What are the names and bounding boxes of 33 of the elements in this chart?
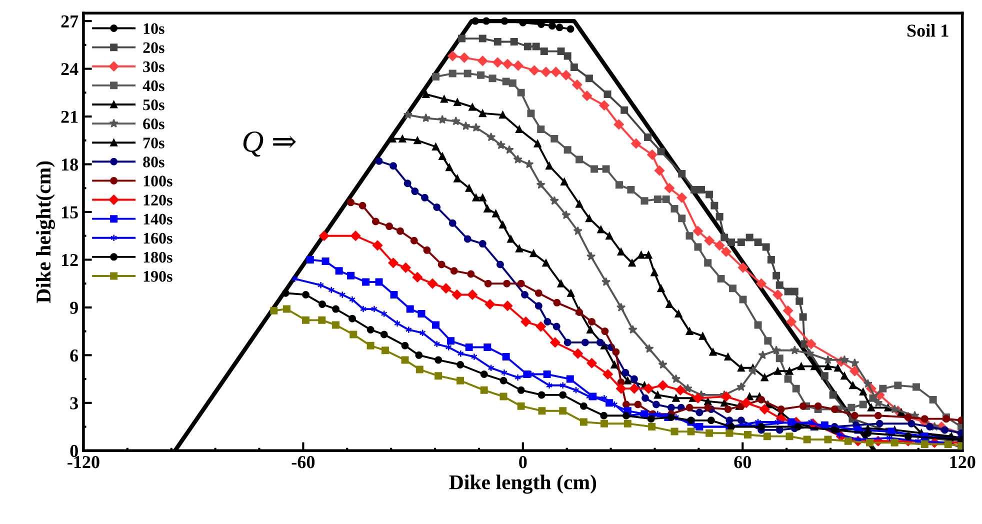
y-tick-label: 27 bbox=[61, 15, 78, 28]
y-axis-title: Dike height(cm) bbox=[36, 161, 55, 303]
y-tick-label: 0 bbox=[70, 444, 78, 458]
x-tick-label: -60 bbox=[292, 456, 315, 468]
legend-label: 80s bbox=[143, 156, 164, 168]
legend-label: 140s bbox=[144, 214, 172, 225]
legend-label: 50s bbox=[143, 99, 164, 110]
legend-label: 70s bbox=[143, 138, 164, 148]
y-tick-label: 9 bbox=[70, 302, 78, 314]
y-tick-label: 18 bbox=[62, 158, 78, 171]
y-tick-label: 21 bbox=[61, 110, 78, 123]
legend-label: 100s bbox=[144, 176, 172, 186]
annotation: Q ⇒ bbox=[243, 131, 296, 157]
y-tick-label: 24 bbox=[61, 63, 78, 76]
y-tick-label: 3 bbox=[70, 397, 78, 410]
x-tick-label: 0 bbox=[519, 456, 527, 468]
x-tick-label: 60 bbox=[734, 456, 751, 468]
annotation: Soil 1 bbox=[907, 24, 948, 37]
legend-label: 160s bbox=[144, 232, 172, 244]
x-axis-title: Dike length (cm) bbox=[449, 474, 596, 494]
y-tick-label: 6 bbox=[70, 349, 78, 362]
legend-label: 20s bbox=[143, 42, 164, 54]
y-tick-label: 15 bbox=[62, 206, 78, 218]
legend-label: 120s bbox=[144, 194, 172, 206]
x-tick-label: 120 bbox=[950, 456, 976, 468]
y-tick-label: 12 bbox=[62, 254, 78, 266]
legend-label: 10s bbox=[144, 23, 164, 34]
x-tick-label: -120 bbox=[68, 456, 100, 468]
legend-label: 190s bbox=[144, 270, 172, 282]
legend-label: 180s bbox=[144, 252, 172, 263]
legend-label: 30s bbox=[143, 61, 164, 72]
legend-label: 60s bbox=[143, 118, 164, 130]
legend-label: 40s bbox=[142, 80, 164, 92]
